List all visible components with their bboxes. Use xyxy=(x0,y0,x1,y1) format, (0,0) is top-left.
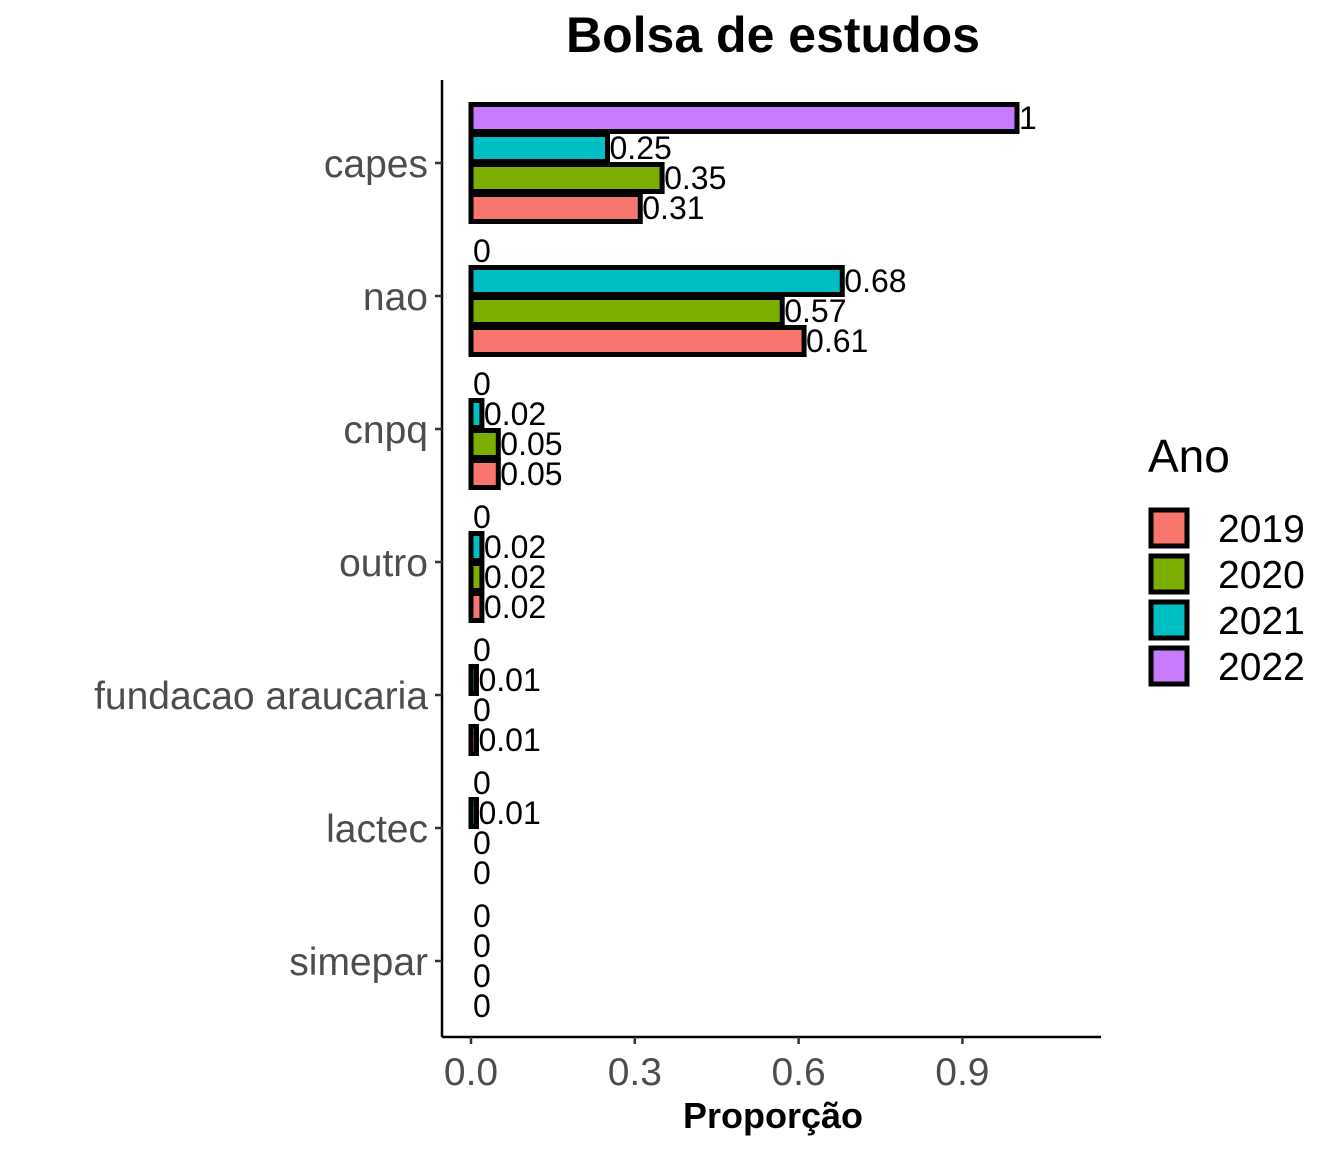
data-label: 0.05 xyxy=(500,456,562,492)
y-tick-label: simepar xyxy=(289,941,428,984)
data-label: 0 xyxy=(473,632,491,668)
x-axis: 0.0 0.3 0.6 0.9 xyxy=(444,1037,990,1094)
data-label: 0.01 xyxy=(478,722,540,758)
data-label: 0.31 xyxy=(642,190,704,226)
x-tick-label: 0.6 xyxy=(771,1051,825,1094)
chart-title: Bolsa de estudos xyxy=(566,7,980,63)
data-label: 0.02 xyxy=(484,396,546,432)
legend-key-2021 xyxy=(1148,599,1190,641)
data-label: 0 xyxy=(473,233,491,269)
bar-2020 xyxy=(468,295,785,327)
bar-2019 xyxy=(468,591,485,623)
x-axis-label: Proporção xyxy=(683,1095,863,1136)
bar-2021 xyxy=(468,664,479,696)
data-label: 0 xyxy=(473,825,491,861)
data-label: 0.25 xyxy=(610,130,672,166)
data-label: 0.02 xyxy=(484,529,546,565)
y-tick-label: capes xyxy=(324,143,428,186)
legend-key-2019 xyxy=(1148,507,1190,549)
bar-2019 xyxy=(468,458,501,490)
data-label: 0.61 xyxy=(806,323,868,359)
bar-2021 xyxy=(468,132,610,164)
legend-label: 2020 xyxy=(1218,554,1305,597)
legend-key-2022 xyxy=(1148,645,1190,687)
data-label: 0.35 xyxy=(664,160,726,196)
bar-2021 xyxy=(468,531,485,563)
bar-2021 xyxy=(468,398,485,430)
data-label: 0 xyxy=(473,958,491,994)
data-label: 0 xyxy=(473,366,491,402)
data-label: 0.02 xyxy=(484,559,546,595)
plot-area: 0.310.350.2510.610.570.6800.050.050.0200… xyxy=(468,100,1037,1024)
bar-2022 xyxy=(468,102,1020,134)
legend-title: Ano xyxy=(1148,430,1230,482)
bar-2020 xyxy=(468,561,485,593)
bar-2019 xyxy=(468,192,643,224)
data-label: 0 xyxy=(473,898,491,934)
bar-2019 xyxy=(468,325,807,357)
data-label: 0 xyxy=(473,692,491,728)
data-label: 0.68 xyxy=(844,263,906,299)
bar-2021 xyxy=(468,797,479,829)
x-tick-label: 0.0 xyxy=(444,1051,498,1094)
legend-label: 2022 xyxy=(1218,646,1305,689)
y-tick-label: cnpq xyxy=(343,409,428,452)
legend-label: 2019 xyxy=(1218,508,1305,551)
bar-2020 xyxy=(468,428,501,460)
y-tick-label: nao xyxy=(363,276,428,319)
legend-label: 2021 xyxy=(1218,600,1305,643)
bar-2020 xyxy=(468,162,665,194)
y-tick-label: fundacao araucaria xyxy=(94,675,428,718)
y-tick-label: lactec xyxy=(326,808,428,851)
data-label: 0 xyxy=(473,499,491,535)
data-label: 0.01 xyxy=(478,662,540,698)
data-label: 0 xyxy=(473,988,491,1024)
bar-2019 xyxy=(468,724,479,756)
y-axis: capes nao cnpq outro fundacao araucaria lacte… xyxy=(94,143,442,984)
data-label: 0 xyxy=(473,928,491,964)
data-label: 0.01 xyxy=(478,795,540,831)
x-tick-label: 0.9 xyxy=(935,1051,989,1094)
bar-2021 xyxy=(468,265,845,297)
legend-key-2020 xyxy=(1148,553,1190,595)
data-label: 0 xyxy=(473,765,491,801)
data-label: 0 xyxy=(473,855,491,891)
x-tick-label: 0.3 xyxy=(608,1051,662,1094)
data-label: 0.57 xyxy=(784,293,846,329)
data-label: 1 xyxy=(1019,100,1037,136)
data-label: 0.05 xyxy=(500,426,562,462)
data-label: 0.02 xyxy=(484,589,546,625)
y-tick-label: outro xyxy=(339,542,428,585)
